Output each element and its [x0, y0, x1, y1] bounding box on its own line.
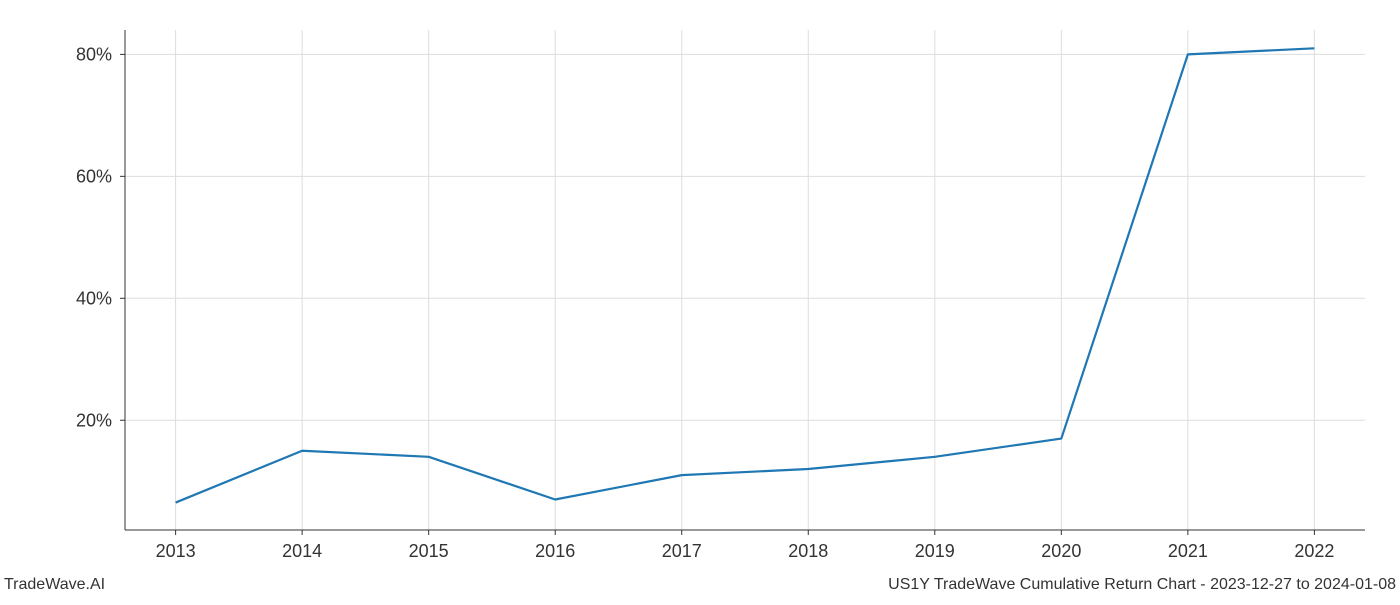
x-tick-label: 2017 — [662, 541, 702, 561]
x-tick-label: 2018 — [788, 541, 828, 561]
y-tick-label: 40% — [76, 289, 112, 309]
x-tick-label: 2014 — [282, 541, 322, 561]
footer-right-label: US1Y TradeWave Cumulative Return Chart -… — [888, 576, 1396, 594]
x-tick-label: 2022 — [1294, 541, 1334, 561]
y-tick-label: 60% — [76, 167, 112, 187]
x-tick-label: 2019 — [915, 541, 955, 561]
x-tick-label: 2021 — [1168, 541, 1208, 561]
x-tick-label: 2020 — [1041, 541, 1081, 561]
x-tick-label: 2013 — [156, 541, 196, 561]
y-tick-label: 20% — [76, 411, 112, 431]
line-chart: 2013 2014 2015 2016 2017 2018 2019 2020 2021 2022… — [0, 0, 1400, 600]
y-tick-label: 80% — [76, 45, 112, 65]
x-tick-label: 2015 — [409, 541, 449, 561]
chart-container: 2013 2014 2015 2016 2017 2018 2019 2020 2021 2022… — [0, 0, 1400, 600]
footer-left-label: TradeWave.AI — [4, 576, 105, 594]
x-tick-label: 2016 — [535, 541, 575, 561]
